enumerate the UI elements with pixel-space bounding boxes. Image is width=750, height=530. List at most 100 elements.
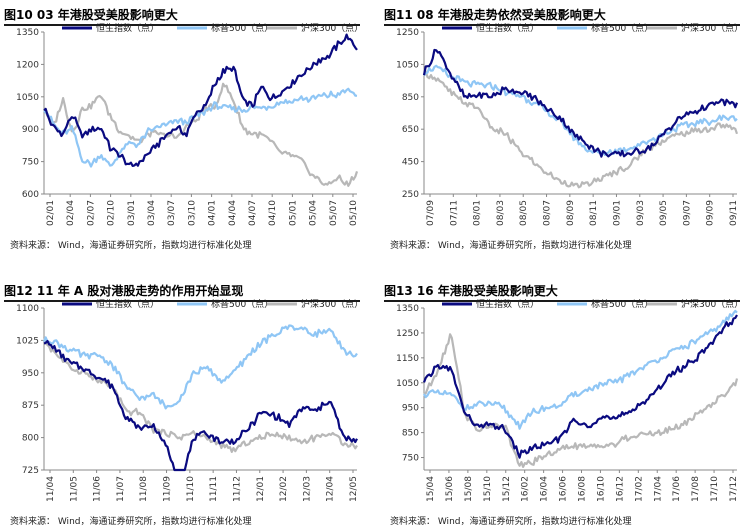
chart-panel-1: 图10 03 年港股受美股影响更大 600 750 900 1050 1200 1350 0… xyxy=(2,4,366,254)
x-tick-label: 16/10 xyxy=(596,476,606,502)
x-tick-label: 11/08 xyxy=(139,476,149,502)
x-tick-label: 09/11 xyxy=(729,200,739,226)
line-chart: 750 850 950 1050 1150 1250 1350 15/04 15/06 15/08… xyxy=(396,298,743,502)
x-tick-label: 09/09 xyxy=(706,200,716,226)
x-tick-label: 07/11 xyxy=(449,200,459,226)
x-tick-label: 12/04 xyxy=(326,476,336,502)
x-tick-label: 08/05 xyxy=(519,200,529,226)
y-tick-label: 1350 xyxy=(396,304,419,314)
x-tick-label: 16/06 xyxy=(559,476,569,502)
x-tick-label: 04/01 xyxy=(208,200,218,226)
x-tick-label: 03/10 xyxy=(187,200,197,226)
legend-label: 沪深300（点） xyxy=(681,298,743,310)
legend-label: 恒生指数（点） xyxy=(476,22,539,34)
x-tick-label: 11/10 xyxy=(186,476,196,502)
legend-label: 沪深300（点） xyxy=(681,22,743,34)
x-tick-label: 08/03 xyxy=(496,200,506,226)
source-note: 资料来源： Wind，海通证券研究所，指数均进行标准化处理 xyxy=(390,517,632,527)
x-tick-label: 07/09 xyxy=(426,200,436,226)
x-tick-label: 17/04 xyxy=(653,476,663,502)
csi300-series-line xyxy=(423,333,739,468)
legend-entry: 沪深300（点） xyxy=(267,22,363,34)
y-tick-label: 1150 xyxy=(396,354,419,364)
legend-entry: 标普500（点） xyxy=(177,22,273,34)
x-tick-label: 17/10 xyxy=(710,476,720,502)
x-tick-label: 04/04 xyxy=(228,200,238,226)
x-tick-label: 04/10 xyxy=(268,200,278,226)
y-tick-label: 1050 xyxy=(16,93,39,103)
y-tick-label: 1250 xyxy=(396,28,419,38)
hsi-series-line xyxy=(422,314,738,459)
x-tick-label: 17/12 xyxy=(729,476,739,502)
y-tick-label: 450 xyxy=(402,158,419,168)
sp500-series-line xyxy=(42,324,358,410)
line-chart: 250 450 650 850 1050 1250 07/09 07/11 08/01 08/03… xyxy=(396,22,743,226)
hsi-series-line xyxy=(43,339,358,472)
legend-label: 标普500（点） xyxy=(591,298,653,310)
hsi-series-line xyxy=(43,33,358,167)
x-tick-label: 05/10 xyxy=(349,200,359,226)
legend-entry: 恒生指数（点） xyxy=(442,22,539,34)
x-tick-label: 11/05 xyxy=(69,476,79,502)
x-tick-label: 02/01 xyxy=(46,200,56,226)
x-tick-label: 02/07 xyxy=(86,200,96,226)
legend-entry: 标普500（点） xyxy=(557,298,653,310)
y-tick-label: 1025 xyxy=(16,336,39,346)
legend-entry: 恒生指数（点） xyxy=(442,298,539,310)
x-tick-label: 12/02 xyxy=(279,476,289,502)
y-tick-label: 1050 xyxy=(396,60,419,70)
chart-panel-3: 图12 11 年 A 股对港股走势的作用开始显现 725 800 875 950 102… xyxy=(2,280,366,530)
x-tick-label: 15/12 xyxy=(502,476,512,502)
sp500-series-line xyxy=(423,64,738,156)
x-tick-label: 15/06 xyxy=(445,476,455,502)
x-tick-label: 02/04 xyxy=(66,200,76,226)
x-tick-label: 05/04 xyxy=(309,200,319,226)
legend-label: 标普500（点） xyxy=(211,298,273,310)
y-tick-label: 950 xyxy=(22,369,39,379)
chart-title: 图10 03 年港股受美股影响更大 xyxy=(4,6,360,26)
legend-entry: 标普500（点） xyxy=(557,22,653,34)
x-tick-label: 03/07 xyxy=(167,200,177,226)
legend-label: 沪深300（点） xyxy=(301,298,363,310)
legend-label: 标普500（点） xyxy=(211,22,273,34)
x-tick-label: 16/08 xyxy=(578,476,588,502)
y-tick-label: 750 xyxy=(402,454,419,464)
x-tick-label: 09/03 xyxy=(636,200,646,226)
x-tick-label: 17/06 xyxy=(672,476,682,502)
hsi-series-line xyxy=(422,48,739,158)
y-tick-label: 950 xyxy=(402,404,419,414)
legend-entry: 恒生指数（点） xyxy=(62,22,159,34)
legend-entry: 恒生指数（点） xyxy=(62,298,159,310)
x-tick-label: 02/10 xyxy=(107,200,117,226)
x-tick-label: 09/07 xyxy=(682,200,692,226)
x-tick-label: 15/10 xyxy=(483,476,493,502)
x-tick-label: 11/07 xyxy=(116,476,126,502)
x-tick-label: 17/02 xyxy=(634,476,644,502)
x-tick-label: 16/02 xyxy=(521,476,531,502)
x-tick-label: 11/12 xyxy=(232,476,242,502)
x-tick-label: 08/07 xyxy=(543,200,553,226)
y-tick-label: 850 xyxy=(402,93,419,103)
x-tick-label: 03/01 xyxy=(127,200,137,226)
x-tick-label: 12/01 xyxy=(256,476,266,502)
x-tick-label: 08/09 xyxy=(566,200,576,226)
legend-label: 恒生指数（点） xyxy=(96,22,159,34)
y-tick-label: 800 xyxy=(22,434,39,444)
source-note: 资料来源： Wind，海通证券研究所，指数均进行标准化处理 xyxy=(10,517,252,527)
x-tick-label: 17/08 xyxy=(691,476,701,502)
y-tick-label: 1350 xyxy=(16,28,39,38)
x-tick-label: 05/07 xyxy=(329,200,339,226)
legend-label: 恒生指数（点） xyxy=(476,298,539,310)
y-tick-label: 875 xyxy=(22,401,39,411)
line-chart: 600 750 900 1050 1200 1350 02/01 02/04 02/07 02/1… xyxy=(16,22,363,226)
x-tick-label: 11/06 xyxy=(93,476,103,502)
sp500-series-line xyxy=(423,309,738,430)
x-tick-label: 15/08 xyxy=(464,476,474,502)
x-tick-label: 11/09 xyxy=(163,476,173,502)
legend-entry: 标普500（点） xyxy=(177,298,273,310)
legend-label: 恒生指数（点） xyxy=(96,298,159,310)
csi300-series-line xyxy=(423,68,739,189)
x-tick-label: 12/05 xyxy=(349,476,359,502)
y-tick-label: 1250 xyxy=(396,329,419,339)
sp500-series-line xyxy=(43,87,358,168)
